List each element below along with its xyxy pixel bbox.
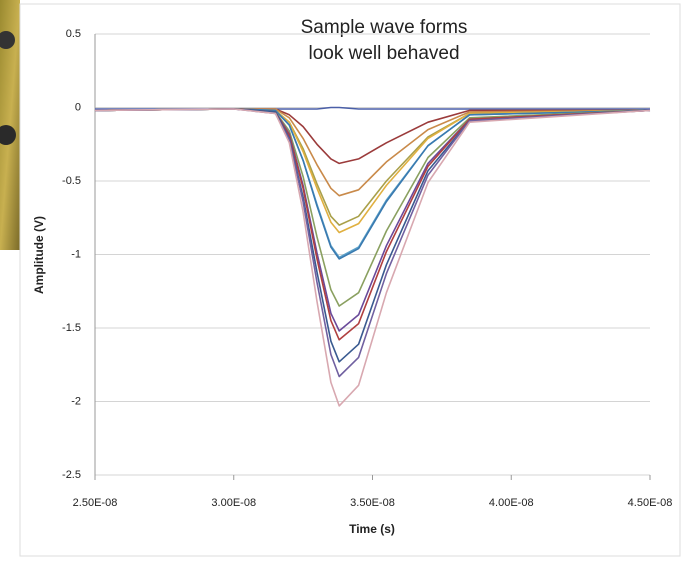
series-line — [94, 108, 651, 332]
series-line — [94, 108, 651, 407]
series-line — [94, 108, 651, 307]
x-tick-label: 3.00E-08 — [211, 497, 256, 509]
chart-frame — [19, 3, 681, 557]
photo-detail — [0, 125, 16, 145]
y-tick-label: -2 — [71, 395, 81, 407]
y-axis-label: Amplitude (V) — [32, 216, 46, 294]
y-tick-label: 0.5 — [66, 28, 81, 40]
y-tick-label: -1.5 — [62, 322, 81, 334]
y-tick-label: -1 — [71, 248, 81, 260]
x-tick-label: 4.50E-08 — [628, 497, 673, 509]
series-line — [94, 108, 651, 226]
series-line — [94, 108, 651, 363]
y-tick-label: -0.5 — [62, 175, 81, 187]
x-axis-label: Time (s) — [349, 522, 395, 536]
x-tick-label: 4.00E-08 — [489, 497, 534, 509]
series-line — [94, 108, 651, 259]
series-line — [94, 108, 651, 234]
y-tick-label: 0 — [75, 101, 81, 113]
background-photo — [0, 0, 20, 250]
y-tick-label: -2.5 — [62, 469, 81, 481]
series-line — [94, 108, 651, 260]
chart-title: look well behaved — [308, 43, 459, 64]
x-tick-label: 2.50E-08 — [73, 497, 118, 509]
series-line — [94, 108, 651, 197]
photo-detail — [0, 31, 15, 49]
x-tick-label: 3.50E-08 — [350, 497, 395, 509]
chart-title: Sample wave forms — [301, 17, 468, 38]
series-line — [94, 108, 650, 165]
